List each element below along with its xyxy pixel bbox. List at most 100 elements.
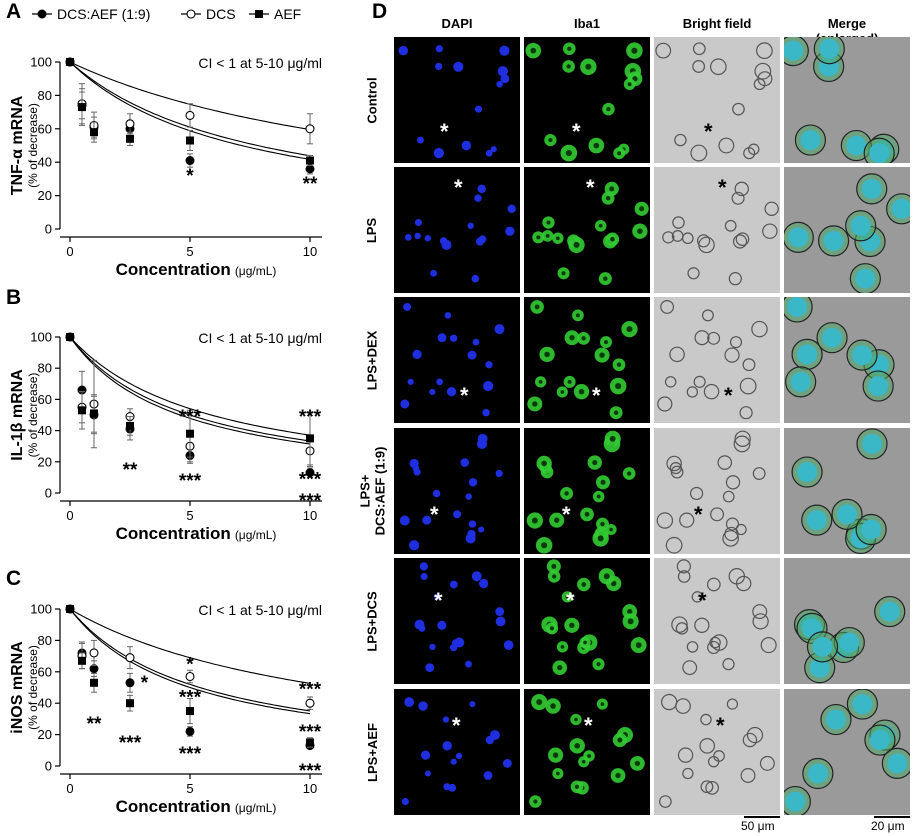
merge-cell-nucleus (846, 135, 867, 156)
micrograph-tile: * (654, 428, 780, 554)
row-label-text: Control (364, 76, 380, 124)
significance-label: *** (179, 471, 202, 492)
micrograph-image (524, 428, 650, 554)
bright-field-cell (739, 406, 753, 420)
dapi-nucleus (450, 758, 457, 765)
micrograph-tile: * (654, 167, 780, 293)
merge-cell-outline (784, 221, 814, 253)
dapi-nucleus (435, 45, 443, 53)
merge-cell-nucleus (879, 601, 900, 622)
merge-cell-outline (802, 757, 834, 790)
y-tick-label: 60 (38, 392, 52, 407)
data-point-series-3 (90, 128, 98, 137)
ci-annotation: CI < 1 at 5-10 μg/ml (198, 55, 322, 71)
merge-cell-nucleus (790, 371, 811, 392)
merge-cell-outline (864, 724, 896, 756)
merge-cell-nucleus (788, 227, 809, 248)
data-point-series-2 (185, 110, 195, 120)
dapi-nucleus (482, 408, 490, 417)
marker-asterisk: * (716, 713, 725, 738)
iba1-background (524, 167, 650, 293)
iba1-nucleus (538, 379, 543, 384)
y-tick-label: 80 (38, 633, 52, 648)
micrograph-image (654, 167, 780, 293)
iba1-nucleus (532, 401, 538, 407)
y-axis-title: IL-1β mRNA (9, 369, 26, 461)
bright-field-cell (694, 617, 710, 633)
marker-asterisk: * (430, 502, 439, 527)
merge-cell-nucleus (861, 519, 882, 540)
dapi-nucleus (500, 74, 510, 84)
bright-field-cell (764, 201, 779, 216)
scale-bar-50um (744, 816, 780, 818)
significance-label: *** (299, 680, 322, 701)
merge-cell-nucleus (784, 40, 804, 61)
iba1-nucleus (617, 151, 622, 156)
data-point-series-2 (89, 648, 99, 658)
bright-field-cell (724, 347, 740, 363)
bright-field-cell (706, 577, 721, 592)
iba1-nucleus (536, 235, 541, 240)
iba1-nucleus (578, 388, 585, 395)
bright-field-cell (725, 517, 740, 531)
dapi-nucleus (502, 758, 512, 768)
bright-field-cell (689, 486, 704, 501)
merge-cell-outline (817, 225, 850, 257)
dapi-background (394, 167, 520, 293)
bright-field-cell (690, 144, 708, 162)
bright-field-cell (669, 461, 682, 475)
row-label-text: LPS (364, 217, 380, 243)
y-tick-label: 80 (38, 88, 52, 103)
iba1-nucleus (606, 107, 611, 112)
bright-field-cell (666, 455, 682, 472)
bright-field-cell (700, 780, 714, 794)
dapi-nucleus (467, 350, 477, 360)
dapi-nucleus (495, 607, 505, 616)
y-tick-label: 20 (38, 188, 52, 203)
bright-field-cell (675, 622, 689, 635)
iba1-nucleus (575, 313, 580, 318)
bright-field-cell (753, 78, 766, 91)
y-tick-label: 80 (38, 361, 52, 376)
marker-asterisk: * (698, 588, 707, 613)
data-point-series-3 (126, 699, 134, 708)
dapi-nucleus (449, 334, 458, 342)
data-point-series-2 (125, 653, 135, 663)
micrograph-image (394, 558, 520, 684)
bright-field-cell (724, 219, 737, 232)
data-point-series-2 (305, 698, 315, 708)
chart-a: 0 20 40 60 80 100 0 5 10 Concentration (μg/mL) TNF-… (9, 55, 322, 279)
dapi-nucleus (497, 66, 508, 77)
merge-cell-nucleus (787, 297, 808, 317)
merge-cell-nucleus (850, 215, 871, 236)
merge-cell-outline (806, 631, 839, 663)
y-tick-label: 0 (45, 486, 52, 501)
bright-field-cell (675, 698, 691, 714)
bright-field-cell (662, 231, 675, 244)
data-point-series-2 (305, 124, 315, 134)
merge-cell-nucleus (855, 268, 876, 289)
dapi-nucleus (414, 219, 422, 227)
micrograph-tile: * (524, 428, 650, 554)
bright-field-cell (655, 42, 672, 59)
iba1-nucleus (546, 220, 551, 225)
iba1-nucleus (600, 702, 605, 706)
data-point-series-3 (90, 678, 98, 687)
dapi-nucleus (460, 458, 470, 467)
iba1-nucleus (600, 521, 605, 527)
iba1-nucleus (555, 236, 560, 241)
y-tick-label: 40 (38, 155, 52, 170)
significance-label: ** (303, 174, 318, 195)
y-tick-label: 100 (30, 330, 52, 345)
data-point-series-2 (125, 119, 135, 129)
bright-field-cell (694, 330, 710, 346)
bright-field-cell (709, 636, 721, 649)
iba1-nucleus (550, 703, 556, 709)
chart-c: 0 20 40 60 80 100 0 5 10 Concentration (μg/mL) iNOS… (9, 602, 322, 816)
micrograph-image (524, 297, 650, 423)
merge-cell-outline (785, 366, 817, 398)
dapi-nucleus (416, 136, 424, 144)
micrograph-tile: * (394, 428, 520, 554)
iba1-nucleus (631, 47, 638, 54)
dapi-nucleus (469, 701, 476, 708)
